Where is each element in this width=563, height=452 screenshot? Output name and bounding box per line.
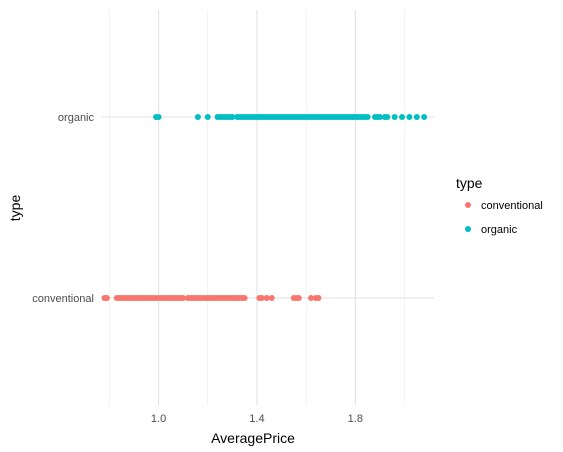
- data-point-conventional: [295, 295, 302, 301]
- data-point-conventional: [263, 295, 270, 301]
- data-point-conventional: [180, 295, 187, 301]
- data-point-conventional: [103, 295, 110, 301]
- y-tick-label: conventional: [32, 293, 94, 305]
- data-point-organic: [229, 114, 236, 120]
- data-point-organic: [421, 114, 428, 120]
- grid-layer: [102, 10, 434, 405]
- legend-entries: conventional organic: [465, 200, 543, 236]
- x-tick-label: 1.4: [249, 413, 264, 425]
- x-axis-title: AveragePrice: [211, 430, 295, 446]
- x-axis-tick-labels: 1.0 1.4 1.8: [151, 413, 363, 425]
- data-point-organic: [391, 114, 398, 120]
- data-point-organic: [364, 114, 371, 120]
- data-point-conventional: [308, 295, 315, 301]
- y-tick-label: organic: [58, 112, 95, 124]
- legend-title: type: [456, 175, 483, 191]
- data-point-organic: [204, 114, 211, 120]
- data-point-organic: [376, 114, 383, 120]
- data-point-conventional: [258, 295, 265, 301]
- y-axis-title: type: [7, 195, 23, 222]
- x-tick-label: 1.0: [151, 413, 166, 425]
- legend: type conventional organic: [456, 175, 543, 236]
- data-point-conventional: [315, 295, 322, 301]
- legend-label-organic: organic: [481, 224, 518, 236]
- legend-key-conventional: [465, 202, 471, 208]
- data-point-organic: [194, 114, 201, 120]
- data-point-organic: [406, 114, 413, 120]
- legend-label-conventional: conventional: [481, 200, 543, 212]
- data-point-conventional: [241, 295, 248, 301]
- data-point-organic: [413, 114, 420, 120]
- data-point-conventional: [268, 295, 275, 301]
- data-point-organic: [155, 114, 162, 120]
- points-layer: [101, 114, 428, 301]
- x-tick-label: 1.8: [348, 413, 363, 425]
- legend-key-organic: [465, 226, 471, 232]
- data-point-organic: [384, 114, 391, 120]
- data-point-organic: [399, 114, 406, 120]
- y-axis-tick-labels: conventional organic: [32, 112, 94, 305]
